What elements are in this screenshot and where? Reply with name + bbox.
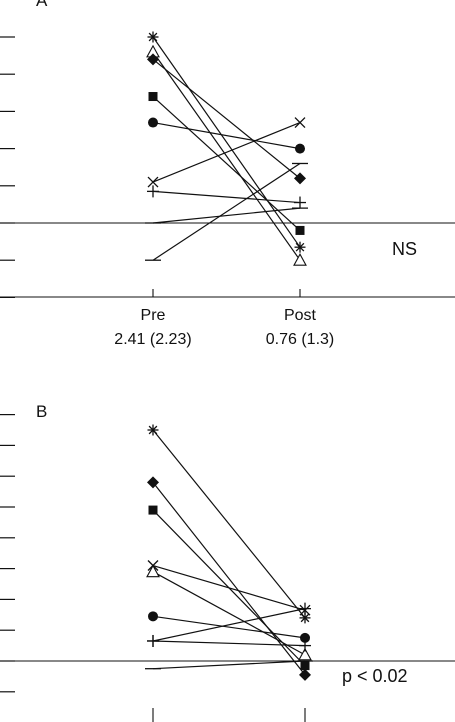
series-7-post-point: [294, 197, 306, 209]
category-stat-label: 2.41 (2.23): [114, 331, 191, 348]
panel-a: A NS Pre 2.41 (2.23) Post 0.76 (1.3): [0, 0, 455, 348]
series-9-line: [153, 163, 300, 260]
series-1-pre-point: [148, 32, 159, 43]
series-6-line: [153, 123, 300, 183]
series-3-pre-point: [149, 506, 158, 515]
series-group: [145, 425, 313, 681]
category-stat-label: 0.76 (1.3): [266, 331, 334, 348]
series-5-line: [153, 123, 300, 149]
series-6-line: [153, 616, 305, 638]
series-3-post-point: [294, 172, 306, 184]
series-5-pre-point: [148, 118, 158, 128]
series-7-post-point: [299, 640, 311, 652]
y-axis: [0, 415, 15, 692]
series-2-post-point: [299, 669, 311, 681]
series-8-pre-point: [147, 635, 159, 647]
panel-b: Bp < 0.02: [0, 402, 455, 722]
series-4-line: [153, 566, 305, 611]
series-3-post-point: [301, 661, 310, 670]
significance-annotation: p < 0.02: [342, 666, 408, 686]
series-4-post-point: [296, 226, 305, 235]
series-group: [145, 32, 308, 266]
series-7-line: [153, 191, 300, 202]
series-2-post-point: [294, 254, 306, 265]
series-1-post-point: [295, 242, 306, 253]
panel-label: A: [36, 0, 48, 10]
series-3-line: [153, 59, 300, 178]
series-1-line: [153, 430, 305, 618]
series-2-line: [153, 482, 305, 675]
x-tick-label: Pre: [141, 307, 166, 324]
y-axis: [0, 37, 15, 297]
series-2-line: [153, 52, 300, 260]
significance-annotation: NS: [392, 239, 417, 259]
series-4-pre-point: [149, 92, 158, 101]
series-6-pre-point: [148, 611, 158, 621]
x-tick-label: Post: [284, 307, 317, 324]
series-1-pre-point: [148, 425, 159, 436]
panel-label: B: [36, 402, 47, 421]
series-2-pre-point: [147, 476, 159, 488]
series-9-line: [153, 661, 305, 669]
series-6-post-point: [295, 118, 305, 128]
series-5-post-point: [295, 144, 305, 154]
